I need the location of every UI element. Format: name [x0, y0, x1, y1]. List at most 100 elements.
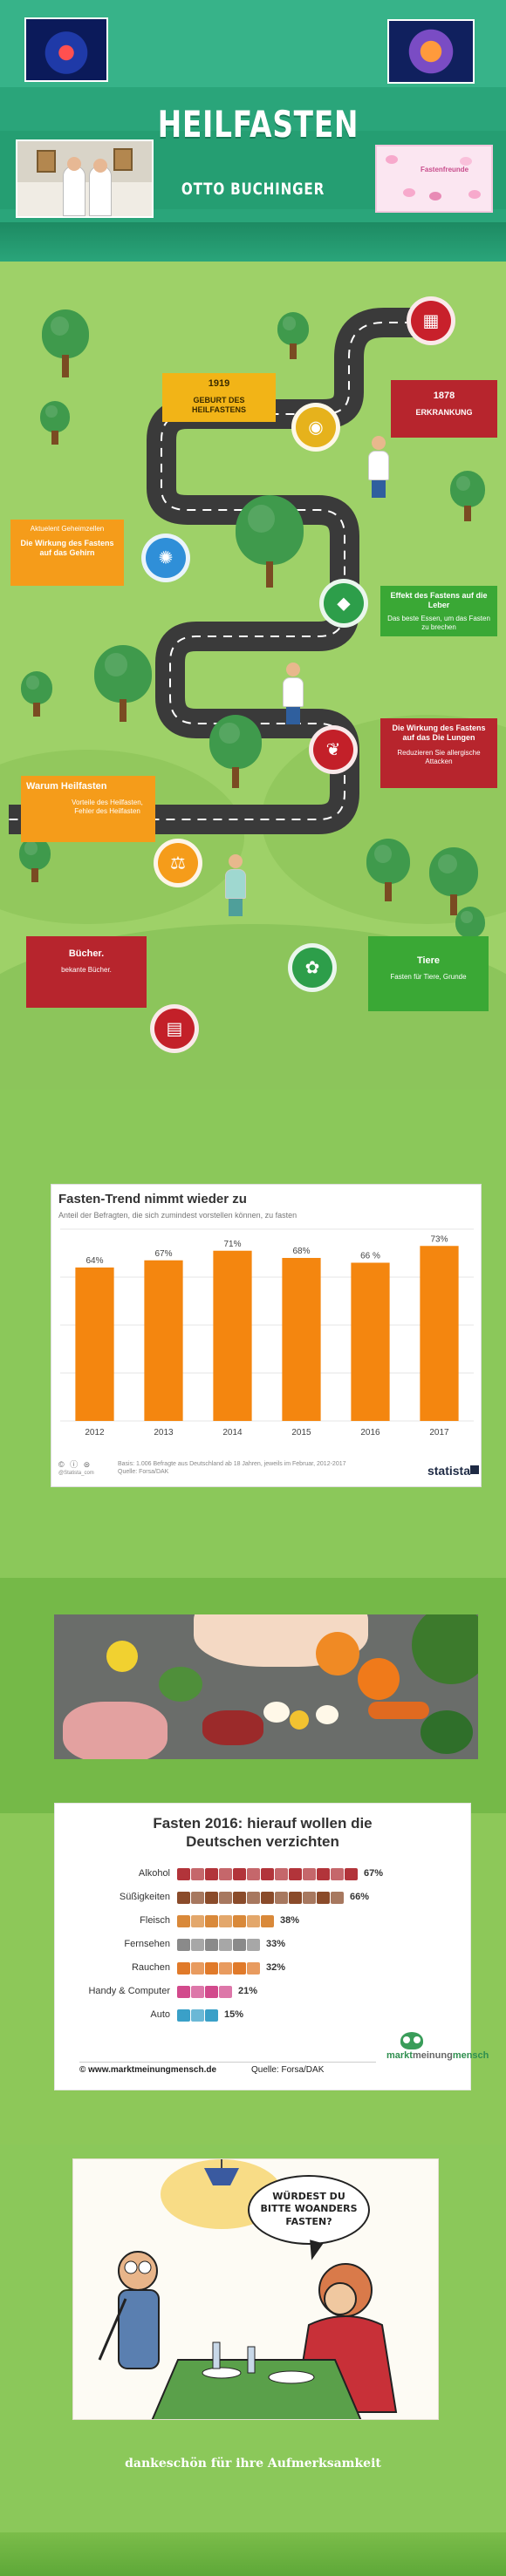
bar — [144, 1260, 183, 1421]
data-label: 71% — [223, 1240, 241, 1249]
tree — [366, 839, 410, 903]
row-bar — [177, 1961, 261, 1976]
chart2-row: Fernsehen 33% — [55, 1935, 470, 1954]
row-bar — [177, 1913, 275, 1929]
marktmeinungmensch-logo: marktmeinungmensch — [386, 2050, 489, 2061]
card-gehirn: Aktuelent Geheimzellen Die Wirkung des F… — [10, 520, 124, 586]
data-label: 68% — [292, 1247, 310, 1256]
statista-logo: statista — [427, 1464, 470, 1478]
row-bar — [177, 1890, 345, 1906]
pictogram-icon — [205, 1939, 218, 1951]
pictogram-icon — [233, 1892, 246, 1904]
doctor-figure — [366, 436, 391, 498]
liver-badge-icon: ◆ — [319, 579, 368, 628]
tree — [19, 837, 51, 884]
chart2-row: Auto 15% — [55, 2006, 470, 2025]
chart-title: Fasten-Trend nimmt wieder zu — [58, 1192, 247, 1206]
pictogram-icon — [289, 1892, 302, 1904]
card-buecher: Bücher. bekante Bücher. — [26, 936, 147, 1008]
chart2-source: Quelle: Forsa/DAK — [251, 2065, 325, 2075]
card-1878: 1878 ERKRANKUNG — [391, 380, 497, 438]
pictogram-icon — [261, 1892, 274, 1904]
bar — [213, 1250, 252, 1421]
pictogram-icon — [261, 1868, 274, 1880]
fasting-illustration-label: Fastenfreunde — [421, 166, 469, 173]
pictogram-icon — [177, 1868, 190, 1880]
row-bar — [177, 1937, 261, 1953]
chart2-row: Rauchen 32% — [55, 1959, 470, 1978]
chart-subtitle: Anteil der Befragten, die sich zumindest… — [58, 1211, 297, 1220]
pictogram-icon — [247, 1939, 260, 1951]
pictogram-icon — [247, 1915, 260, 1927]
card-tiere: Tiere Fasten für Tiere, Grunde — [368, 936, 489, 1011]
chart2-row: Alkohol 67% — [55, 1865, 470, 1884]
pictogram-icon — [177, 2009, 190, 2022]
pictogram-icon — [317, 1892, 330, 1904]
pictogram-icon — [289, 1868, 302, 1880]
pictogram-icon — [205, 1892, 218, 1904]
pictogram-icon — [205, 1986, 218, 1998]
pictogram-icon — [233, 1939, 246, 1951]
doctors-photo — [16, 139, 154, 218]
row-bar — [177, 1984, 233, 2000]
fasting-illustration: Fastenfreunde — [375, 145, 493, 213]
doctor-figure — [281, 663, 305, 724]
tick-label: 2017 — [429, 1428, 449, 1438]
row-value: 38% — [280, 1915, 300, 1926]
chart2-divider — [79, 2062, 376, 2063]
tree — [209, 715, 262, 790]
pictogram-icon — [247, 1868, 260, 1880]
tree — [21, 671, 52, 718]
card-1919: 1919 GEBURT DES HEILFASTENS — [162, 373, 276, 422]
pictogram-icon — [275, 1892, 288, 1904]
chart2-title: Fasten 2016: hierauf wollen die Deutsche… — [153, 1815, 373, 1851]
row-label: Rauchen — [131, 1962, 170, 1973]
tick-label: 2015 — [291, 1428, 311, 1438]
row-value: 15% — [224, 2009, 244, 2020]
row-bar — [177, 2008, 219, 2023]
healthy-food-photo — [54, 1614, 478, 1759]
pictogram-icon — [233, 1962, 246, 1974]
pictogram-icon — [219, 1892, 232, 1904]
pictogram-icon — [219, 1962, 232, 1974]
row-label: Süßigkeiten — [119, 1892, 170, 1902]
row-label: Fleisch — [140, 1915, 170, 1926]
row-label: Auto — [150, 2009, 170, 2020]
bar — [351, 1262, 390, 1421]
chart2-row: Fleisch 38% — [55, 1912, 470, 1931]
chart2-url: © www.marktmeinungmensch.de — [79, 2065, 217, 2075]
cartoon-drawing — [98, 2159, 398, 2419]
tree — [429, 847, 478, 917]
speech-bubble: WÜRDEST DU BITTE WOANDERS FASTEN? — [248, 2175, 370, 2245]
thank-you-text: dankeschön für ihre Aufmerksamkeit — [125, 2457, 381, 2471]
scale-badge-icon: ⚖ — [154, 839, 202, 887]
fasting-trend-chart: Fasten-Trend nimmt wieder zu Anteil der … — [51, 1184, 482, 1487]
chart2-row: Handy & Computer 21% — [55, 1982, 470, 2002]
pictogram-icon — [331, 1892, 344, 1904]
tree — [42, 309, 89, 379]
pictogram-icon — [275, 1868, 288, 1880]
tick-label: 2013 — [154, 1428, 174, 1438]
row-value: 21% — [238, 1986, 258, 1996]
data-label: 66 % — [360, 1252, 380, 1261]
book-badge-icon: ▤ — [150, 1004, 199, 1053]
tree — [277, 312, 309, 361]
heart-anatomy-image — [24, 17, 108, 82]
page-subtitle: OTTO BUCHINGER — [181, 180, 325, 199]
pictogram-icon — [177, 1986, 190, 1998]
pictogram-icon — [177, 1939, 190, 1951]
header: HEILFASTEN OTTO BUCHINGER Fastenfreunde — [0, 0, 506, 262]
pictogram-icon — [345, 1868, 358, 1880]
pictogram-icon — [191, 1915, 204, 1927]
tree — [94, 645, 152, 724]
bar — [420, 1246, 459, 1421]
card-warum: Warum Heilfasten Vorteile des Heilfasten… — [21, 776, 155, 842]
tick-label: 2012 — [85, 1428, 105, 1438]
card-lungen: Die Wirkung des Fastens auf das Die Lung… — [380, 718, 497, 788]
bar — [75, 1268, 114, 1421]
chart-plot: 64% 2012 67% 2013 71% 2014 68% 2015 66 % 2016 73% 2… — [60, 1228, 474, 1438]
meal-badge-icon: ◉ — [291, 403, 340, 452]
row-value: 67% — [364, 1868, 384, 1879]
cc-icons: © ⓘ ⊜ — [58, 1460, 92, 1469]
